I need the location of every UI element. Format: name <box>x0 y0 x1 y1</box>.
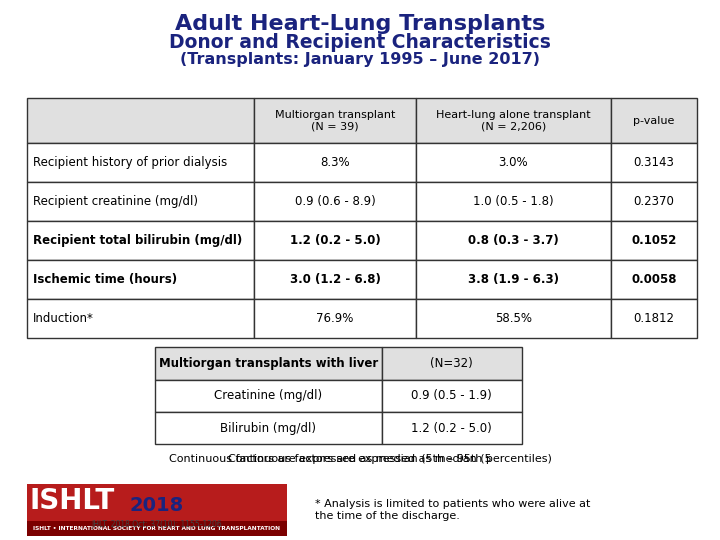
Text: Creatinine (mg/dl): Creatinine (mg/dl) <box>214 389 323 402</box>
Text: Adult Heart-Lung Transplants: Adult Heart-Lung Transplants <box>175 14 545 33</box>
Bar <box>155 380 382 412</box>
Bar <box>611 182 697 221</box>
Text: p-value: p-value <box>633 116 675 126</box>
Bar <box>416 98 611 143</box>
Bar <box>254 260 416 299</box>
Bar <box>27 299 254 338</box>
Text: JHLT. 2018 Oct; 37(10): 1155-1206: JHLT. 2018 Oct; 37(10): 1155-1206 <box>91 520 222 529</box>
Text: 0.9 (0.5 - 1.9): 0.9 (0.5 - 1.9) <box>411 389 492 402</box>
Bar <box>416 221 611 260</box>
Text: 58.5%: 58.5% <box>495 312 532 325</box>
Bar <box>27 182 254 221</box>
Text: 3.0 (1.2 - 6.8): 3.0 (1.2 - 6.8) <box>289 273 381 286</box>
Text: * Analysis is limited to patients who were alive at
the time of the discharge.: * Analysis is limited to patients who we… <box>315 499 590 521</box>
Bar <box>27 521 287 536</box>
Text: 0.1052: 0.1052 <box>631 234 677 247</box>
Bar <box>611 221 697 260</box>
Text: 2018: 2018 <box>130 496 184 515</box>
Bar <box>416 182 611 221</box>
Bar <box>27 260 254 299</box>
Bar <box>254 143 416 182</box>
Text: Induction*: Induction* <box>33 312 94 325</box>
Text: 3.0%: 3.0% <box>498 156 528 169</box>
Text: Multiorgan transplants with liver: Multiorgan transplants with liver <box>158 357 378 370</box>
Text: 0.0058: 0.0058 <box>631 273 677 286</box>
Text: 1.2 (0.2 - 5.0): 1.2 (0.2 - 5.0) <box>289 234 381 247</box>
Text: Donor and Recipient Characteristics: Donor and Recipient Characteristics <box>169 33 551 52</box>
Bar <box>416 260 611 299</box>
Text: Recipient creatinine (mg/dl): Recipient creatinine (mg/dl) <box>33 195 198 208</box>
Bar <box>254 299 416 338</box>
Text: 1.0 (0.5 - 1.8): 1.0 (0.5 - 1.8) <box>473 195 554 208</box>
Bar <box>611 143 697 182</box>
Text: Continuous factors are expressed as median (5th – 95th percentiles): Continuous factors are expressed as medi… <box>168 454 552 464</box>
Bar <box>27 98 254 143</box>
Text: 76.9%: 76.9% <box>317 312 354 325</box>
Bar <box>254 98 416 143</box>
Text: Recipient total bilirubin (mg/dl): Recipient total bilirubin (mg/dl) <box>33 234 243 247</box>
Bar <box>382 380 522 412</box>
Text: 0.9 (0.6 - 8.9): 0.9 (0.6 - 8.9) <box>294 195 376 208</box>
Bar <box>416 299 611 338</box>
Bar <box>382 347 522 380</box>
Text: ISHLT: ISHLT <box>30 487 115 515</box>
Text: (Transplants: January 1995 – June 2017): (Transplants: January 1995 – June 2017) <box>180 52 540 67</box>
Bar <box>611 260 697 299</box>
Bar <box>27 484 287 536</box>
Text: 0.1812: 0.1812 <box>634 312 674 325</box>
Bar <box>155 347 382 380</box>
Text: 0.8 (0.3 - 3.7): 0.8 (0.3 - 3.7) <box>468 234 559 247</box>
Bar <box>611 299 697 338</box>
Text: Multiorgan transplant
(N = 39): Multiorgan transplant (N = 39) <box>275 110 395 131</box>
Bar <box>382 412 522 444</box>
Bar <box>27 221 254 260</box>
Text: 3.8 (1.9 - 6.3): 3.8 (1.9 - 6.3) <box>468 273 559 286</box>
Text: Continuous factors are expressed as median (5: Continuous factors are expressed as medi… <box>228 454 492 464</box>
Text: 1.2 (0.2 - 5.0): 1.2 (0.2 - 5.0) <box>411 422 492 435</box>
Bar <box>254 221 416 260</box>
Text: 0.3143: 0.3143 <box>634 156 674 169</box>
Text: Heart-lung alone transplant
(N = 2,206): Heart-lung alone transplant (N = 2,206) <box>436 110 590 131</box>
Text: Bilirubin (mg/dl): Bilirubin (mg/dl) <box>220 422 316 435</box>
Bar <box>155 412 382 444</box>
Text: ISHLT • INTERNATIONAL SOCIETY FOR HEART AND LUNG TRANSPLANTATION: ISHLT • INTERNATIONAL SOCIETY FOR HEART … <box>33 526 281 531</box>
Text: Ischemic time (hours): Ischemic time (hours) <box>33 273 177 286</box>
Text: Recipient history of prior dialysis: Recipient history of prior dialysis <box>33 156 228 169</box>
Bar <box>254 182 416 221</box>
Text: 0.2370: 0.2370 <box>634 195 674 208</box>
Text: 8.3%: 8.3% <box>320 156 350 169</box>
Text: (N=32): (N=32) <box>431 357 473 370</box>
Bar <box>27 143 254 182</box>
Bar <box>611 98 697 143</box>
Bar <box>416 143 611 182</box>
